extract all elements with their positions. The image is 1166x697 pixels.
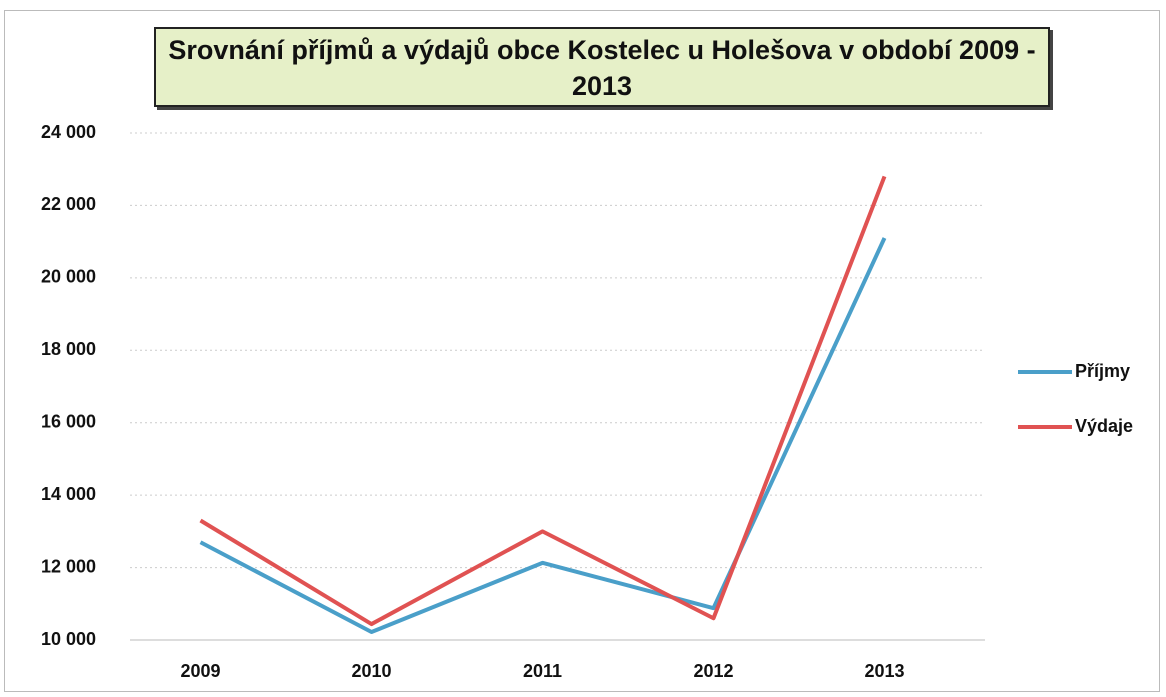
line-series	[199, 237, 887, 635]
y-tick-label: 16 000	[41, 411, 96, 431]
y-tick-label: 18 000	[41, 339, 96, 359]
chart-frame	[4, 10, 1160, 692]
y-tick-label: 14 000	[41, 484, 96, 504]
x-tick-label: 2010	[351, 661, 391, 681]
y-tick-label: 12 000	[41, 556, 96, 576]
x-tick-label: 2013	[864, 661, 904, 681]
y-tick-label: 24 000	[41, 122, 96, 142]
chart-title: Srovnání příjmů a výdajů obce Kostelec u…	[154, 27, 1050, 107]
y-tick-label: 22 000	[41, 194, 96, 214]
x-tick-label: 2009	[180, 661, 220, 681]
y-tick-label: 20 000	[41, 267, 96, 287]
x-tick-label: 2012	[693, 661, 733, 681]
y-tick-label: 10 000	[41, 629, 96, 649]
line-series	[199, 175, 887, 627]
legend-label: Výdaje	[1075, 416, 1133, 436]
x-tick-label: 2011	[523, 661, 562, 681]
legend-label: Příjmy	[1075, 361, 1130, 381]
